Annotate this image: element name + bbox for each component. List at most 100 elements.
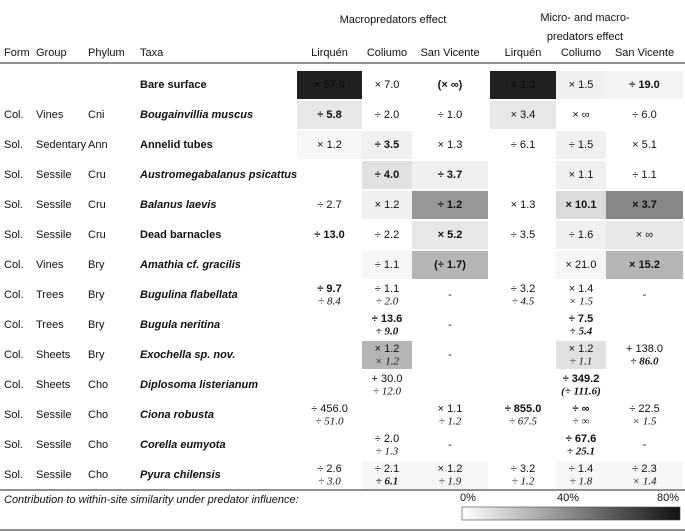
cell-value: ÷ 1.5 bbox=[569, 139, 593, 151]
cell-shade bbox=[362, 341, 412, 369]
legend-label: 40% bbox=[557, 492, 579, 504]
row-group: Vines bbox=[36, 259, 64, 271]
column-header: Lirquén bbox=[311, 47, 348, 59]
cell-value: × 7.0 bbox=[375, 79, 400, 91]
cell-value: ÷ 22.5 bbox=[629, 403, 660, 415]
legend-bar bbox=[461, 506, 681, 521]
cell-value: ÷ 2.0 bbox=[375, 433, 399, 445]
cell-value: × 5.1 bbox=[632, 139, 657, 151]
cell-shade bbox=[412, 131, 488, 159]
cell-value: ÷ 1.4 bbox=[569, 463, 593, 475]
cell-subvalue: ÷ 67.5 bbox=[509, 416, 538, 428]
cell-shade bbox=[556, 431, 606, 459]
taxon: Amathia cf. gracilis bbox=[139, 259, 241, 271]
cell-value: ÷ 2.1 bbox=[375, 463, 399, 475]
taxon: Bougainvillia muscus bbox=[140, 109, 253, 121]
taxon: Annelid tubes bbox=[140, 139, 213, 151]
row-phylum: Cho bbox=[88, 379, 108, 391]
taxon: Ciona robusta bbox=[140, 409, 214, 421]
group-title: Macropredators effect bbox=[340, 14, 447, 26]
cell-value: ÷ 2.0 bbox=[375, 109, 399, 121]
cell-subvalue: × 1.4 bbox=[633, 476, 657, 488]
cell-value: ÷ 13.0 bbox=[314, 229, 345, 241]
cell-shade bbox=[362, 371, 412, 399]
cell-value: × 3.4 bbox=[511, 109, 536, 121]
row-form: Col. bbox=[4, 289, 24, 301]
cell-subvalue: ÷ 6.1 bbox=[376, 476, 399, 488]
cell-shade bbox=[412, 401, 488, 429]
row-group: Sheets bbox=[36, 379, 71, 391]
cell-subvalue: ÷ 1.2 bbox=[439, 416, 462, 428]
cell-value: × 1.1 bbox=[569, 169, 594, 181]
cell-shade bbox=[412, 431, 488, 459]
cell-shade bbox=[556, 401, 606, 429]
row-phylum: Cru bbox=[88, 169, 106, 181]
cell-subvalue: × 1.5 bbox=[633, 416, 657, 428]
cell-shade bbox=[556, 101, 606, 129]
column-header: Form bbox=[4, 47, 30, 59]
cell-subvalue: ÷ 86.0 bbox=[630, 356, 659, 368]
cell-subvalue: ÷ 1.1 bbox=[570, 356, 593, 368]
row-phylum: Cni bbox=[88, 109, 105, 121]
cell-shade bbox=[606, 191, 683, 219]
cell-subvalue: ÷ 12.0 bbox=[373, 386, 402, 398]
cell-shade bbox=[297, 221, 362, 249]
cell-shade bbox=[490, 71, 556, 99]
cell-shade bbox=[297, 461, 362, 489]
cell-shade bbox=[412, 281, 488, 309]
cell-shade bbox=[362, 461, 412, 489]
cell-shade bbox=[297, 71, 362, 99]
cell-value: + 138.0 bbox=[626, 343, 663, 355]
row-group: Trees bbox=[36, 289, 64, 301]
row-phylum: Cho bbox=[88, 469, 108, 481]
cell-shade bbox=[490, 281, 556, 309]
cell-value: ÷ 1.6 bbox=[569, 229, 593, 241]
cell-subvalue: (÷ 111.6) bbox=[561, 386, 601, 398]
cell-value: ÷ ∞ bbox=[573, 403, 590, 415]
cell-value: × 15.2 bbox=[629, 259, 660, 271]
cell-subvalue: ÷ 3.0 bbox=[318, 476, 341, 488]
row-group: Sessile bbox=[36, 439, 71, 451]
column-header: San Vicente bbox=[420, 47, 479, 59]
row-form: Sol. bbox=[4, 469, 23, 481]
cell-shade bbox=[412, 71, 488, 99]
cell-shade bbox=[362, 101, 412, 129]
cell-subvalue: ÷ 1.8 bbox=[570, 476, 593, 488]
cell-value: - bbox=[643, 439, 647, 451]
cell-shade bbox=[556, 341, 606, 369]
cell-shade bbox=[556, 191, 606, 219]
cell-value: × 1.1 bbox=[438, 403, 463, 415]
cell-shade bbox=[606, 431, 683, 459]
cell-value: ÷ 2.3 bbox=[632, 463, 656, 475]
cell-value: (× ∞) bbox=[438, 79, 463, 91]
cell-shade bbox=[606, 131, 683, 159]
cell-value: × 1.4 bbox=[569, 283, 594, 295]
cell-value: × 5.2 bbox=[438, 229, 463, 241]
row-phylum: Bry bbox=[88, 319, 105, 331]
cell-value: ÷ 13.6 bbox=[372, 313, 403, 325]
column-header: Coliumo bbox=[561, 47, 601, 59]
cell-value: ÷ 4.0 bbox=[375, 169, 399, 181]
taxon: Exochella sp. nov. bbox=[140, 349, 235, 361]
cell-value: ÷ 6.1 bbox=[511, 139, 535, 151]
cell-shade bbox=[606, 221, 683, 249]
cell-shade bbox=[606, 341, 683, 369]
column-header: Lirquén bbox=[505, 47, 542, 59]
cell-value: - bbox=[448, 289, 452, 301]
cell-shade bbox=[362, 131, 412, 159]
cell-subvalue: ÷ 9.0 bbox=[376, 326, 399, 338]
cell-shade bbox=[412, 251, 488, 279]
cell-value: ÷ 5.8 bbox=[317, 109, 341, 121]
cell-value: × ∞ bbox=[572, 109, 589, 121]
row-phylum: Cho bbox=[88, 439, 108, 451]
cell-shade bbox=[362, 311, 412, 339]
cell-shade bbox=[556, 161, 606, 189]
cell-value: × 1.3 bbox=[511, 79, 536, 91]
cell-shade bbox=[412, 311, 488, 339]
cell-shade bbox=[556, 221, 606, 249]
row-group: Sedentary bbox=[36, 139, 87, 151]
cell-shade bbox=[606, 161, 683, 189]
cell-value: ÷ 349.2 bbox=[563, 373, 600, 385]
row-phylum: Bry bbox=[88, 289, 105, 301]
cell-subvalue: × 1.5 bbox=[569, 296, 593, 308]
